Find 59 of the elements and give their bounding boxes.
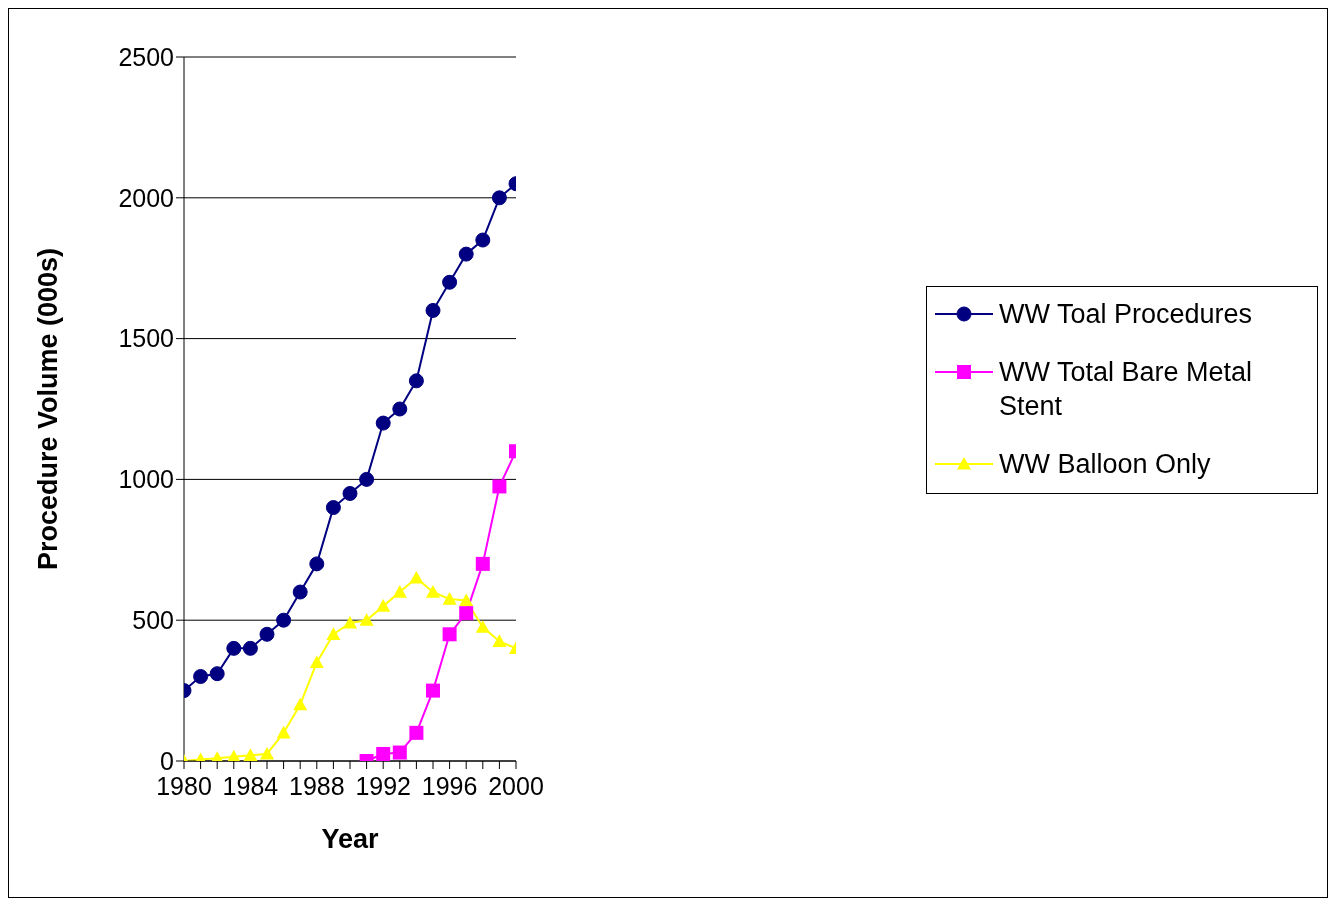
point xyxy=(309,655,324,669)
x-axis-title: Year xyxy=(321,824,380,854)
point xyxy=(343,616,357,629)
point xyxy=(375,415,391,431)
point xyxy=(475,556,490,571)
point xyxy=(243,748,258,761)
point xyxy=(492,479,507,494)
x-tick-label: 2000 xyxy=(488,771,544,800)
point xyxy=(359,471,375,487)
point xyxy=(276,725,291,739)
point xyxy=(492,634,507,647)
x-tick-label: 1992 xyxy=(355,771,412,800)
point xyxy=(342,485,358,501)
legend-label: WW Balloon Only xyxy=(999,448,1211,481)
point xyxy=(226,749,241,761)
y-tick-label: 2000 xyxy=(118,183,174,212)
y-axis-title: Procedure Volume (000s) xyxy=(32,247,63,571)
x-tick-label: 1988 xyxy=(288,771,345,800)
point xyxy=(292,584,308,600)
point xyxy=(326,627,341,640)
point xyxy=(409,570,424,584)
point xyxy=(458,246,474,262)
point xyxy=(475,620,490,633)
point xyxy=(226,640,242,656)
point xyxy=(209,666,225,682)
point xyxy=(426,683,440,698)
point xyxy=(442,274,458,290)
point xyxy=(392,401,408,417)
y-tick-label: 1500 xyxy=(118,324,174,353)
point xyxy=(409,725,424,740)
point xyxy=(309,556,325,572)
point xyxy=(459,593,474,607)
y-tick-label: 500 xyxy=(132,606,174,635)
point xyxy=(442,592,457,605)
point xyxy=(325,500,341,516)
legend-label: WW Toal Procedures xyxy=(999,298,1253,331)
point xyxy=(193,669,209,685)
point xyxy=(293,697,308,711)
y-tick-label: 1000 xyxy=(118,465,174,494)
point xyxy=(376,746,391,761)
point xyxy=(259,626,275,642)
point xyxy=(242,640,258,656)
point xyxy=(442,627,457,642)
point xyxy=(392,745,407,760)
point xyxy=(376,599,391,612)
x-tick-label: 1984 xyxy=(222,771,279,800)
point xyxy=(276,612,292,628)
point xyxy=(475,232,491,248)
y-tick-label: 2500 xyxy=(118,42,174,71)
x-tick-label: 1996 xyxy=(421,771,478,800)
point xyxy=(425,302,441,318)
point xyxy=(491,190,507,206)
point xyxy=(359,613,374,626)
point xyxy=(459,606,474,621)
point xyxy=(408,373,424,389)
point xyxy=(392,585,407,598)
point xyxy=(426,585,440,598)
point xyxy=(260,746,274,760)
legend-label: WW Total Bare Metal Stent xyxy=(999,356,1254,423)
